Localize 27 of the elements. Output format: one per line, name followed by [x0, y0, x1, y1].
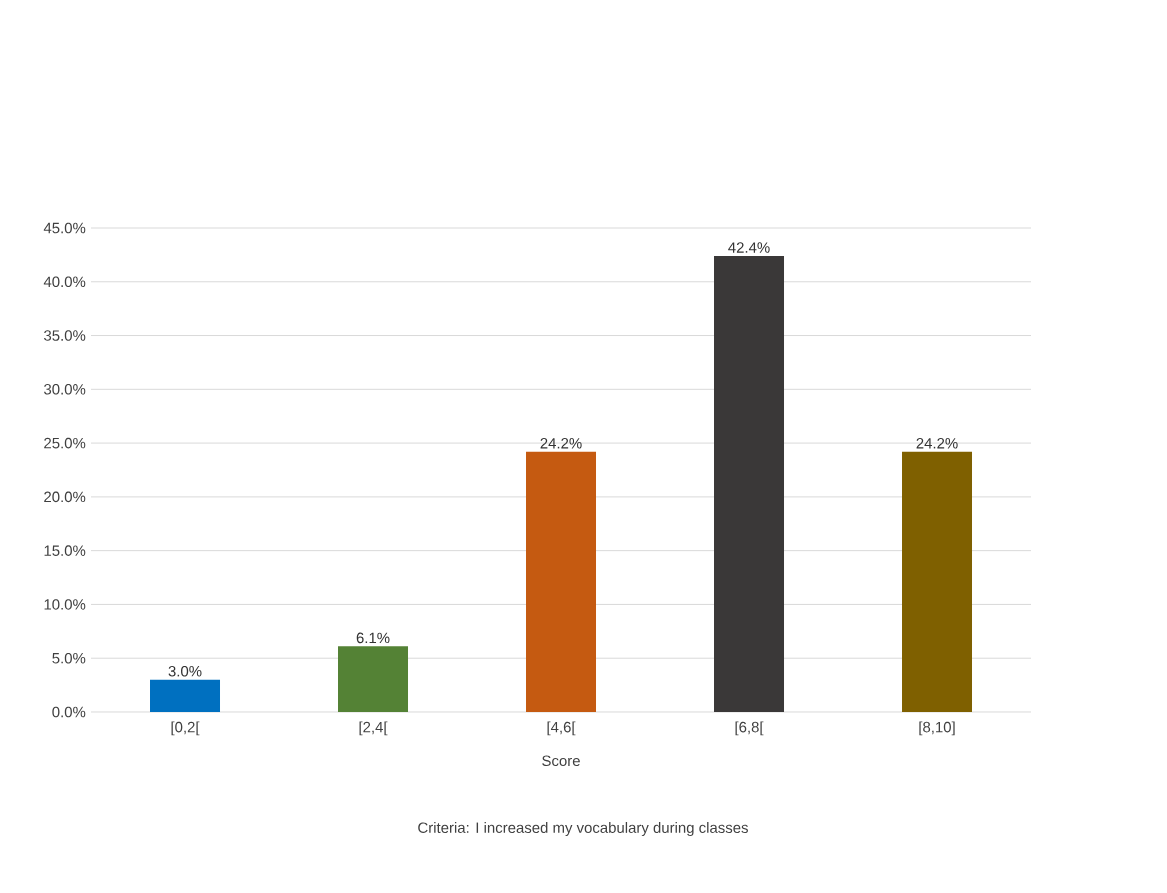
data-label: 3.0% [168, 665, 202, 677]
bar [338, 646, 409, 712]
y-tick-label: 20.0% [44, 491, 86, 503]
data-label: 42.4% [728, 242, 770, 253]
y-tick-label: 0.0% [52, 706, 86, 718]
x-axis-title: Score [542, 755, 580, 767]
y-tick-label: 45.0% [43, 222, 86, 234]
text: Criteria: I increased my vocabulary during classes [418, 822, 748, 836]
bar [526, 451, 597, 712]
x-tick-label: [6,8[ [735, 721, 764, 736]
x-tick-label: [8,10] [919, 721, 955, 736]
y-tick-label: 25.0% [44, 437, 86, 449]
bar [902, 451, 973, 712]
data-label: 6.1% [356, 632, 390, 644]
x-tick-label: [2,4[ [359, 721, 388, 736]
bar [150, 679, 221, 712]
data-label: 24.2% [540, 437, 582, 449]
bar [714, 255, 785, 712]
y-tick-label: 15.0% [44, 545, 86, 556]
y-tick-label: 40.0% [43, 276, 86, 288]
x-tick-label: [4,6[ [547, 721, 576, 736]
y-tick-label: 35.0% [44, 330, 86, 341]
y-tick-label: 5.0% [52, 652, 86, 664]
x-tick-label: [0,2[ [171, 721, 200, 736]
y-tick-label: 30.0% [44, 384, 86, 395]
y-tick-label: 10.0% [44, 599, 86, 610]
data-label: 24.2% [916, 437, 958, 449]
